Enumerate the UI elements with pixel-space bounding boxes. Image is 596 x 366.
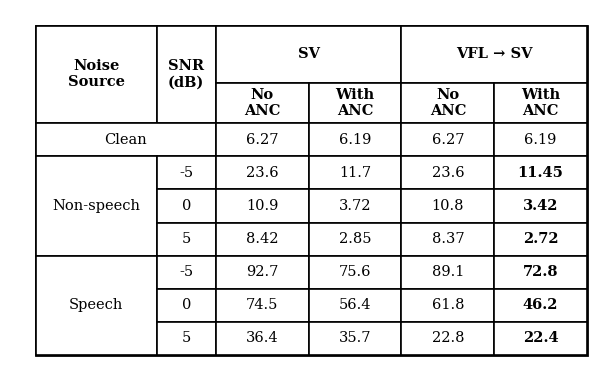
Text: 56.4: 56.4: [339, 298, 371, 312]
Text: Non-speech: Non-speech: [52, 199, 140, 213]
Bar: [216, 223, 309, 255]
Text: With
ANC: With ANC: [521, 88, 560, 118]
Bar: [494, 289, 587, 322]
Bar: [402, 322, 494, 355]
Bar: [309, 255, 402, 289]
Bar: [216, 83, 309, 123]
Text: 23.6: 23.6: [432, 166, 464, 180]
Text: 0: 0: [182, 298, 191, 312]
Text: 0: 0: [182, 199, 191, 213]
Text: 72.8: 72.8: [523, 265, 558, 279]
Text: 3.72: 3.72: [339, 199, 371, 213]
Bar: [402, 255, 494, 289]
Bar: [309, 156, 402, 189]
Bar: [402, 189, 494, 223]
Text: 10.8: 10.8: [432, 199, 464, 213]
Bar: [494, 255, 587, 289]
Text: 11.45: 11.45: [518, 166, 564, 180]
Bar: [216, 255, 309, 289]
Text: 5: 5: [182, 332, 191, 346]
Text: 6.27: 6.27: [246, 133, 278, 147]
Text: With
ANC: With ANC: [336, 88, 374, 118]
Bar: [216, 123, 309, 156]
Text: 89.1: 89.1: [432, 265, 464, 279]
Text: Speech: Speech: [69, 298, 123, 312]
Bar: [157, 156, 216, 189]
Bar: [402, 156, 494, 189]
Bar: [309, 322, 402, 355]
Text: No
ANC: No ANC: [430, 88, 466, 118]
Text: Noise
Source: Noise Source: [68, 59, 125, 89]
Bar: [494, 123, 587, 156]
Bar: [402, 26, 587, 83]
Bar: [157, 322, 216, 355]
Text: Clean: Clean: [104, 133, 147, 147]
Text: SNR
(dB): SNR (dB): [168, 59, 204, 89]
Bar: [157, 26, 216, 123]
Bar: [309, 83, 402, 123]
Bar: [157, 289, 216, 322]
Text: 10.9: 10.9: [246, 199, 278, 213]
Text: 92.7: 92.7: [246, 265, 278, 279]
Text: 74.5: 74.5: [246, 298, 278, 312]
Text: 23.6: 23.6: [246, 166, 278, 180]
Bar: [402, 223, 494, 255]
Bar: [494, 83, 587, 123]
Text: VFL → SV: VFL → SV: [456, 47, 532, 61]
Text: 22.4: 22.4: [523, 332, 558, 346]
Text: -5: -5: [179, 265, 193, 279]
Bar: [36, 255, 157, 355]
Text: 11.7: 11.7: [339, 166, 371, 180]
Text: 8.42: 8.42: [246, 232, 278, 246]
Text: 75.6: 75.6: [339, 265, 371, 279]
Bar: [216, 156, 309, 189]
Bar: [402, 83, 494, 123]
Bar: [157, 223, 216, 255]
Bar: [309, 123, 402, 156]
Text: -5: -5: [179, 166, 193, 180]
Bar: [309, 189, 402, 223]
Text: 5: 5: [182, 232, 191, 246]
Bar: [216, 322, 309, 355]
Text: 61.8: 61.8: [432, 298, 464, 312]
Bar: [494, 223, 587, 255]
Bar: [494, 322, 587, 355]
Text: 8.37: 8.37: [432, 232, 464, 246]
Text: 2.85: 2.85: [339, 232, 371, 246]
Text: No
ANC: No ANC: [244, 88, 280, 118]
Text: 6.19: 6.19: [339, 133, 371, 147]
Text: 36.4: 36.4: [246, 332, 278, 346]
Bar: [494, 156, 587, 189]
Bar: [157, 255, 216, 289]
Text: 35.7: 35.7: [339, 332, 371, 346]
Bar: [494, 189, 587, 223]
Bar: [36, 123, 216, 156]
Bar: [216, 289, 309, 322]
Bar: [402, 289, 494, 322]
Text: 6.19: 6.19: [524, 133, 557, 147]
Text: 46.2: 46.2: [523, 298, 558, 312]
Bar: [309, 223, 402, 255]
Text: 3.42: 3.42: [523, 199, 558, 213]
Bar: [36, 156, 157, 255]
Text: 2.72: 2.72: [523, 232, 558, 246]
Bar: [216, 26, 402, 83]
Bar: [309, 289, 402, 322]
Text: SV: SV: [297, 47, 319, 61]
Bar: [402, 123, 494, 156]
Bar: [36, 26, 157, 123]
Bar: [157, 189, 216, 223]
Text: 6.27: 6.27: [432, 133, 464, 147]
Bar: [216, 189, 309, 223]
Text: 22.8: 22.8: [432, 332, 464, 346]
